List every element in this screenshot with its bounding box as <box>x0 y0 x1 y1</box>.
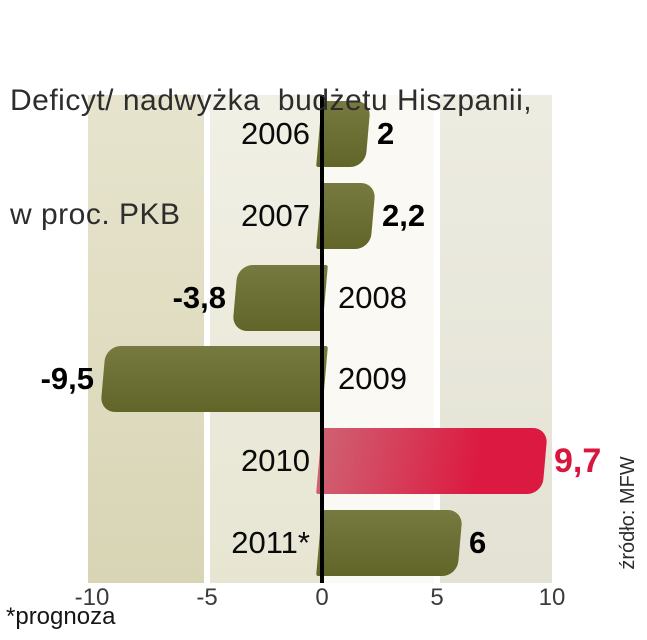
value-label-2010: 9,7 <box>554 441 602 480</box>
year-label-2011*: 2011* <box>231 525 310 560</box>
source-label: źródło: MFW <box>617 456 639 570</box>
value-label-2006: 2 <box>377 116 395 151</box>
year-label-2008: 2008 <box>338 280 407 315</box>
year-label-2006: 2006 <box>241 116 310 151</box>
bar-2011* <box>316 510 463 576</box>
x-tick-0: 0 <box>315 584 329 611</box>
plot-band-far-right <box>440 95 552 583</box>
value-label-2011*: 6 <box>469 525 487 560</box>
x-tick--5: -5 <box>196 584 218 611</box>
x-tick-10: 10 <box>538 584 566 611</box>
gridline-minus5 <box>204 95 210 583</box>
value-label-2009: -9,5 <box>40 361 94 396</box>
value-label-2007: 2,2 <box>382 198 426 233</box>
chart-title-line2: w proc. PKB <box>10 198 181 231</box>
year-label-2007: 2007 <box>241 198 310 233</box>
x-tick-5: 5 <box>430 584 444 611</box>
year-label-2009: 2009 <box>338 361 407 396</box>
x-tick--10: -10 <box>74 584 110 611</box>
footnote: *prognoza <box>6 603 116 630</box>
plot-band-left <box>210 95 320 583</box>
plot-band-right <box>324 95 434 583</box>
plot-band-far-left <box>88 95 204 583</box>
chart-title-line1: Deficyt/ nadwyżka budżetu Hiszpanii, <box>10 84 533 117</box>
bar-2009 <box>100 346 328 412</box>
zero-axis-line <box>320 95 324 583</box>
bar-2010 <box>316 428 548 494</box>
gridline-plus5 <box>434 95 440 583</box>
year-label-2010: 2010 <box>241 443 310 478</box>
chart-title: Deficyt/ nadwyżka budżetu Hiszpanii, w p… <box>10 6 532 310</box>
value-label-2008: -3,8 <box>172 280 226 315</box>
